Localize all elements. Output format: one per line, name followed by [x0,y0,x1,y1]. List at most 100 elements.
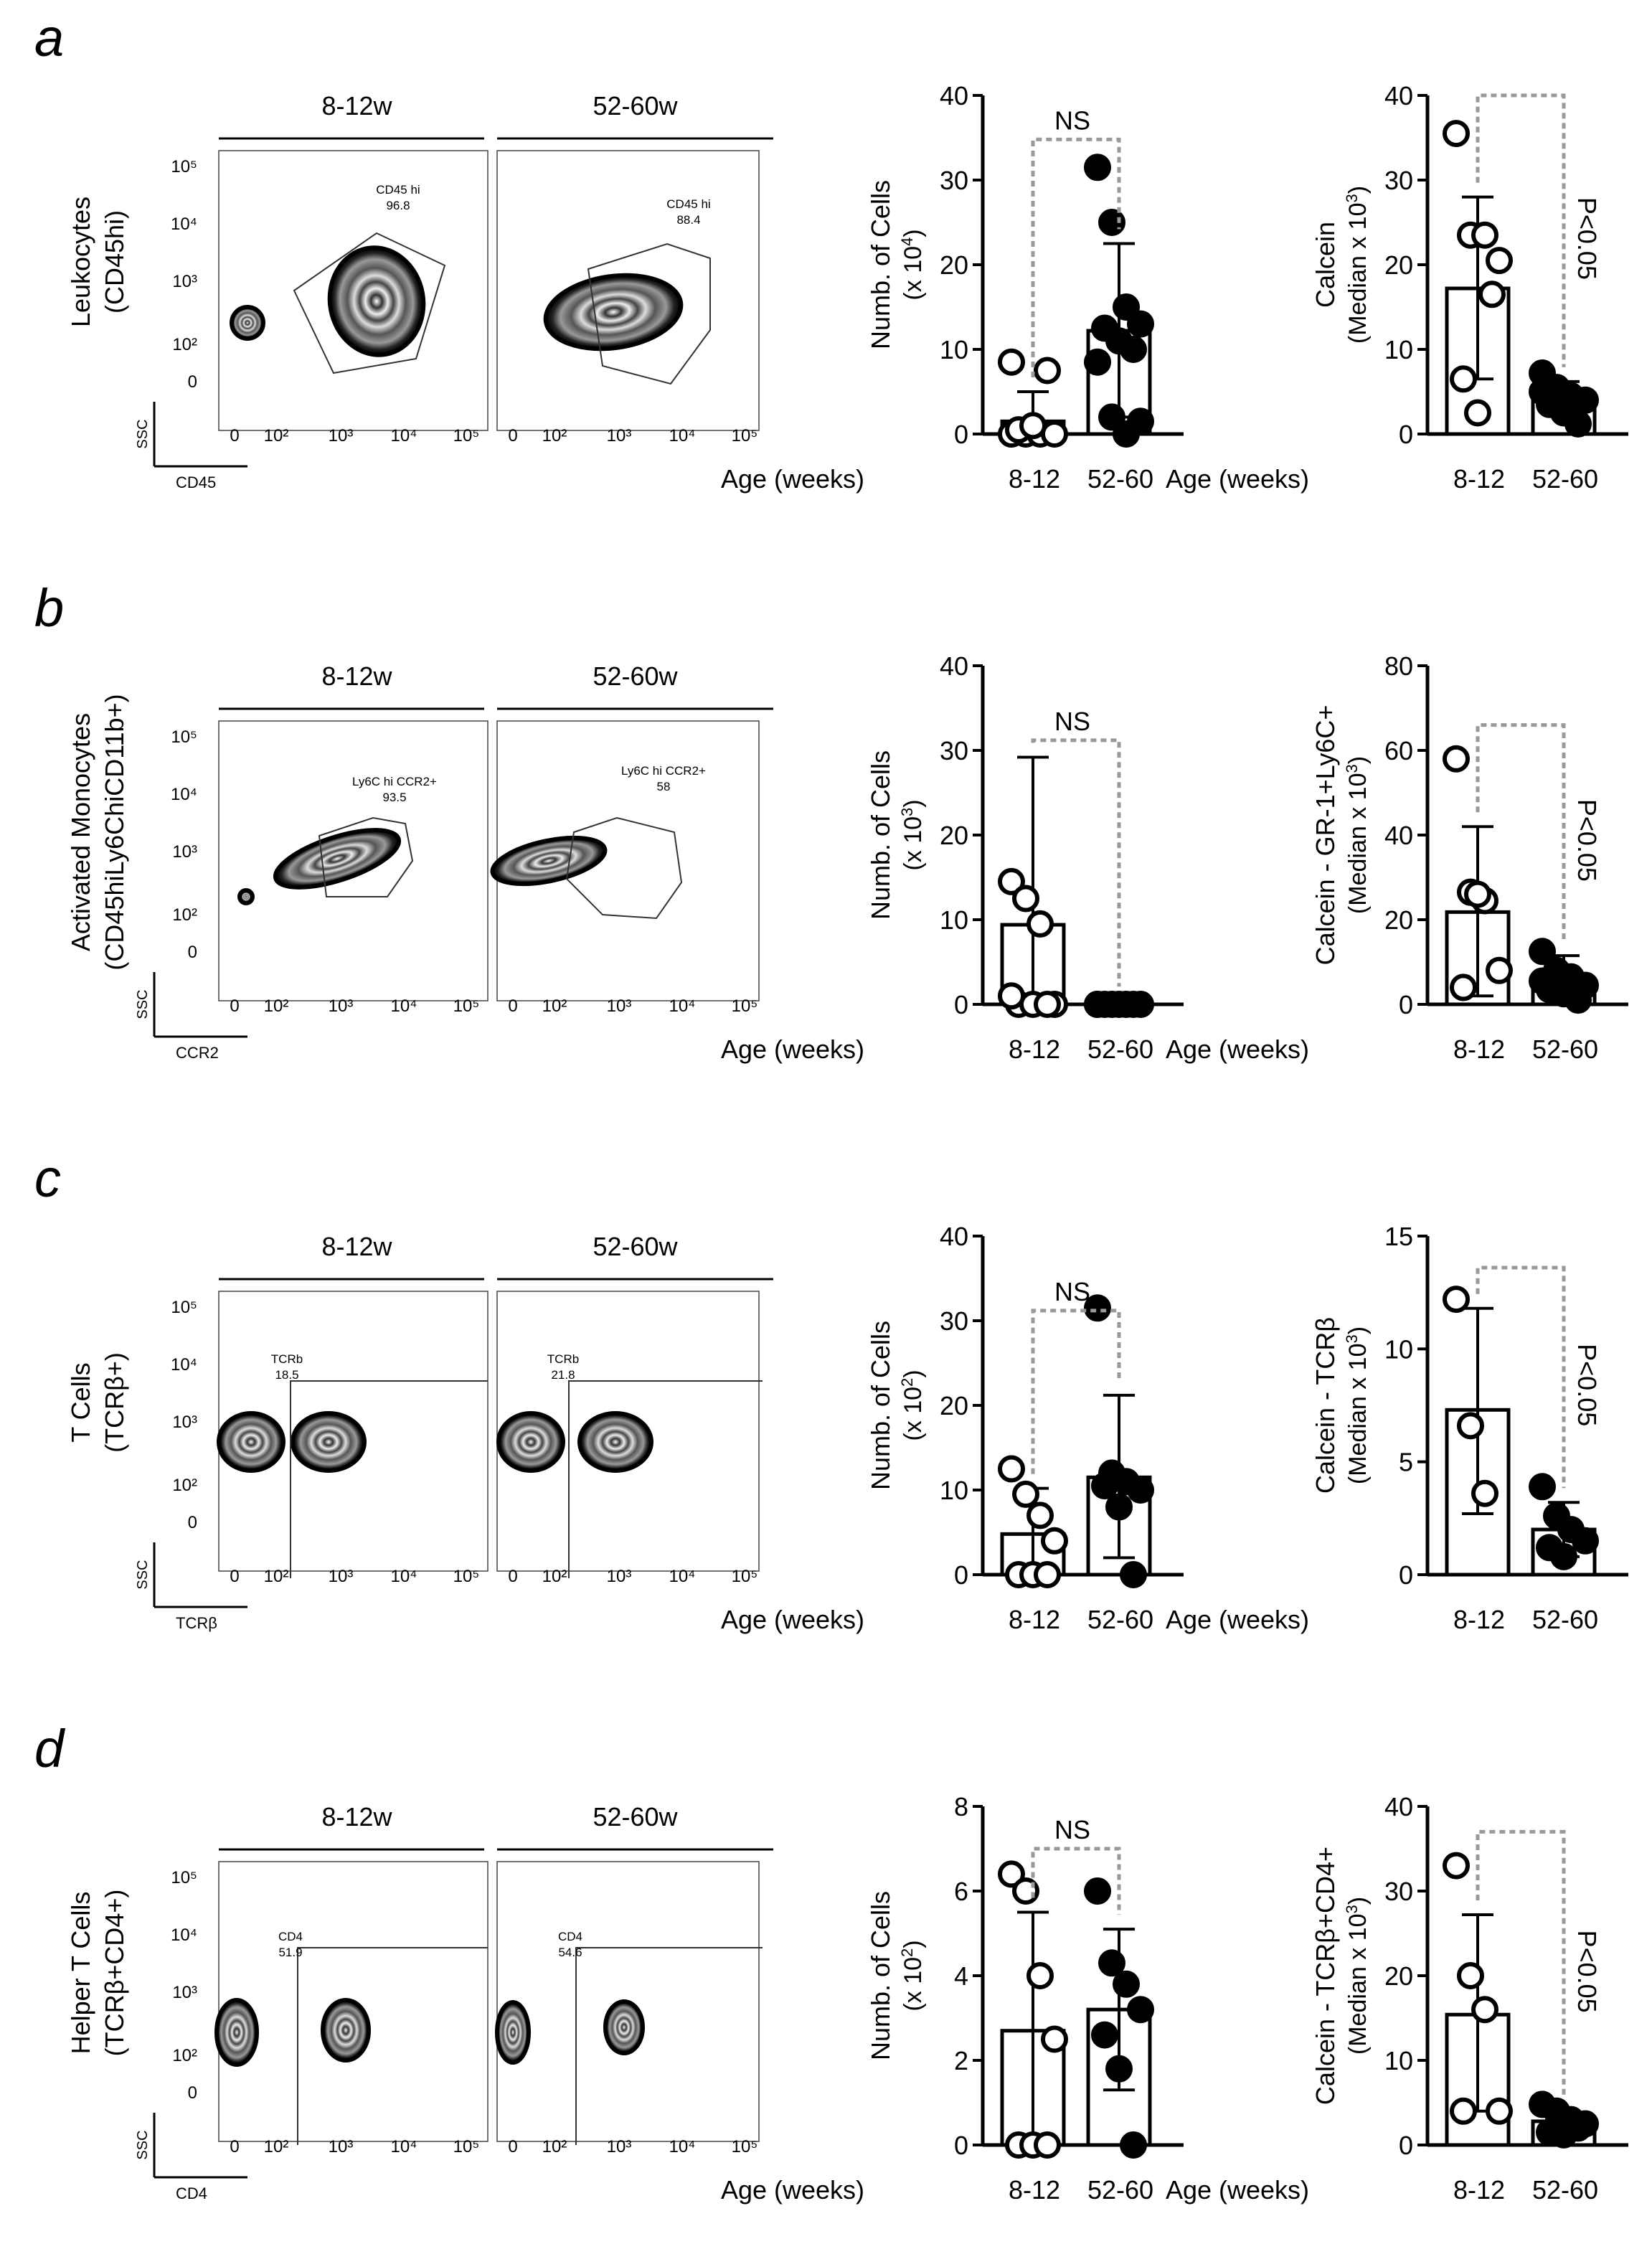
facs-xtick-label: 10³ [607,2137,632,2156]
facs-xtick-label: 10² [264,2137,289,2156]
chart-a-calcein: 0 10 20 30 40 Calcein (Median x 103) Age (weeks… [1166,81,1628,494]
x-category-label: 8-12 [1009,1605,1060,1634]
facs-panel-title: 52-60w [593,661,678,691]
y-tick-label: 20 [940,1391,968,1420]
y-tick-label: 40 [1384,1792,1413,1821]
marker-label: CD45 [176,473,216,491]
facs-density-contour [543,273,684,352]
y-axis-unit-exp: 3 [1343,1334,1361,1343]
facs-ytick-label: 10⁴ [171,785,197,804]
data-point-8-12 [1450,974,1477,1001]
y-tick-label: 30 [1384,1877,1413,1906]
marker-label: CCR2 [176,1044,219,1062]
facs-density-contour [291,1411,367,1473]
facs-xtick-label: 10⁴ [669,1567,695,1586]
significance-bracket [1476,723,1566,942]
facs-xtick-label: 10³ [607,996,632,1016]
data-point-52-60 [1113,293,1140,321]
panel-letter: d [34,1719,66,1778]
facs-ylabel-line2: (TCRβ+CD4+) [100,1890,129,2057]
significance-label: NS [1054,105,1090,135]
y-tick-label: 10 [1384,1334,1413,1364]
significance-bracket [1476,1829,1566,2097]
panel-row-c: cT Cells (TCRβ+)SSCTCRβ10⁵10⁴10³10²08-12w… [34,1149,773,1632]
significance-bracket [1031,1309,1121,1474]
facs-density-contour [217,1411,285,1473]
y-tick-label: 10 [940,1476,968,1505]
facs-gate-name: CD4 [278,1930,303,1943]
significance-label: NS [1054,707,1090,736]
y-tick-label: 4 [954,1961,968,1991]
y-axis-unit-exp: 3 [898,808,916,816]
significance-label: NS [1054,1815,1090,1844]
y-tick-label: 0 [954,2131,968,2160]
facs-xtick-label: 0 [508,426,517,446]
facs-ytick-label: 10³ [172,1413,197,1432]
facs-xtick-label: 10⁴ [390,996,417,1016]
y-axis-unit-exp: 4 [898,237,916,246]
x-axis-title: Age (weeks) [721,1605,864,1634]
x-axis-title: Age (weeks) [1166,464,1309,494]
facs-gate-name: CD45 hi [666,197,710,211]
facs-xtick-label: 10² [264,996,289,1016]
data-point-8-12 [1026,1962,1054,1989]
facs-ytick-label: 10⁴ [171,214,197,234]
chart-d-calcein: 0 10 20 30 40 Calcein - TCRβ+CD4+ (Median x 10… [1166,1792,1628,2205]
facs-ytick-label: 0 [188,943,197,962]
y-tick-label: 20 [940,821,968,850]
y-axis-unit-exp: 2 [898,1378,916,1387]
y-axis-title: Calcein [1311,222,1340,308]
facs-density-contour [321,1998,371,2062]
y-tick-label: 15 [1384,1222,1413,1251]
x-category-label: 8-12 [1009,2175,1060,2205]
data-point-52-60 [1091,1472,1118,1500]
data-point-8-12 [1486,2097,1513,2125]
facs-ytick-label: 0 [188,1513,197,1532]
chart-c-calcein: 0 5 10 15 Calcein - TCRβ (Median x 103) Age (w… [1166,1222,1628,1634]
ssc-label: SSC [135,989,151,1019]
facs-panel-8-12w: 8-12w CD45 hi 96.8 0 10² 10³ 10⁴ 10⁵ [218,91,488,446]
facs-ytick-label: 10⁵ [171,1298,197,1317]
facs-ylabel-line1: Activated Monocytes [66,713,95,951]
y-tick-label: 0 [1399,1560,1413,1590]
marker-label: CD4 [176,2184,207,2202]
facs-xtick-label: 10⁵ [453,996,480,1016]
y-axis-unit-base: (Median x 10 [1344,203,1372,344]
data-point-52-60 [1127,310,1154,338]
facs-xtick-label: 10³ [607,426,632,446]
y-tick-label: 20 [1384,905,1413,935]
facs-density-contour [230,305,265,341]
chart-b-count: 0 10 20 30 40 Numb. of Cells (x 103) Age (weeks… [721,651,1184,1064]
y-axis-unit-base: (Median x 10 [1344,1344,1372,1485]
x-category-label: 52-60 [1532,1034,1598,1064]
significance-bracket [1031,1847,1121,1915]
y-axis-unit: (Median x 103) [1343,1897,1372,2055]
data-point-52-60 [1572,386,1599,414]
data-point-52-60 [1084,991,1111,1018]
facs-gate [293,232,446,374]
facs-xtick-label: 10⁵ [453,426,480,446]
facs-xtick-label: 0 [230,996,239,1016]
facs-xtick-label: 10⁴ [669,426,695,446]
y-axis-unit-base: (Median x 10 [1344,1914,1372,2055]
facs-gate-name: TCRb [547,1352,579,1366]
panel-letter: a [34,8,64,67]
y-tick-label: 20 [1384,1961,1413,1991]
data-point-52-60 [1120,991,1147,1018]
significance-bracket [1476,1265,1566,1489]
data-point-8-12 [1464,880,1491,908]
facs-gate-name: CD4 [558,1930,582,1943]
data-point-52-60 [1564,410,1592,438]
facs-panel-8-12w: 8-12w TCRb 18.5 0 10² 10³ 10⁴ 10⁵ [217,1232,488,1586]
facs-gate-value: 58 [657,780,671,793]
facs-gate-name: CD45 hi [376,183,420,197]
data-point-8-12 [1443,1286,1470,1314]
y-axis-unit-tail: ) [1344,756,1372,764]
data-point-52-60 [1127,407,1154,435]
data-point-8-12 [1443,1852,1470,1880]
facs-panel-title: 8-12w [321,661,392,691]
facs-density-contour [603,1999,645,2055]
